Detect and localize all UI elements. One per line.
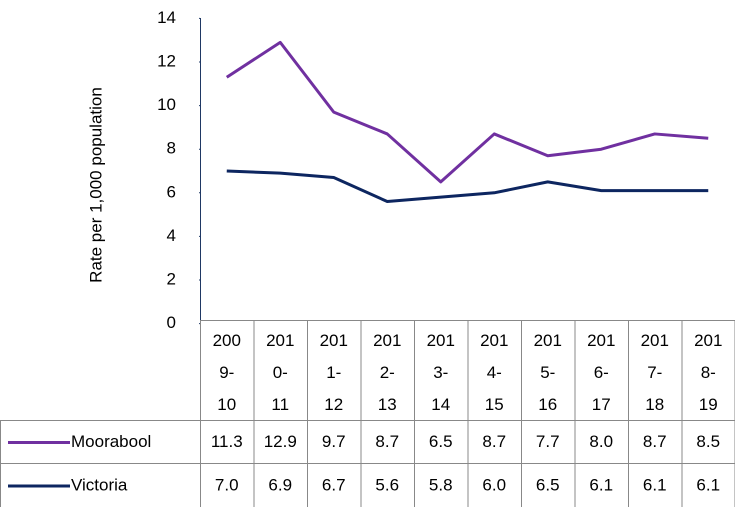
table-value: 6.1: [643, 475, 667, 494]
y-tick-label: 14: [157, 8, 176, 27]
x-tick-label: 200 9-10: [213, 331, 241, 414]
x-tick-label: 201 6-17: [587, 331, 615, 414]
table-value: 6.7: [322, 475, 346, 494]
table-value: 9.7: [322, 432, 346, 451]
y-tick-label: 8: [167, 139, 176, 158]
table-value: 5.8: [429, 475, 453, 494]
table-value: 8.7: [482, 432, 506, 451]
x-tick-label: 201 3-14: [427, 331, 455, 414]
x-tick-label: 201 7-18: [641, 331, 669, 414]
x-tick-label: 201 5-16: [534, 331, 562, 414]
table-value: 6.5: [536, 475, 560, 494]
table-value: 6.1: [589, 475, 613, 494]
x-tick-label: 201 4-15: [480, 331, 508, 414]
series-line: [225, 40, 709, 184]
table-value: 12.9: [264, 432, 297, 451]
y-tick-label: 6: [167, 182, 176, 201]
y-tick-label: 2: [167, 269, 176, 288]
y-tick-label: 0: [167, 313, 176, 332]
legend-label: Victoria: [71, 475, 128, 494]
series-line: [226, 169, 709, 204]
table-value: 6.0: [482, 475, 506, 494]
table-value: 6.5: [429, 432, 453, 451]
table-value: 8.5: [696, 432, 720, 451]
table-value: 8.7: [375, 432, 399, 451]
y-tick-label: 4: [167, 226, 176, 245]
table-value: 6.9: [268, 475, 292, 494]
x-tick-label: 201 1-12: [320, 331, 348, 414]
table-value: 8.0: [589, 432, 613, 451]
table-value: 7.0: [215, 475, 239, 494]
table-value: 6.1: [696, 475, 720, 494]
table-value: 7.7: [536, 432, 560, 451]
y-axis-title: Rate per 1,000 population: [86, 87, 105, 283]
y-tick-label: 12: [157, 51, 176, 70]
table-value: 11.3: [211, 432, 243, 451]
x-tick-label: 201 2-13: [373, 331, 401, 414]
x-tick-label: 201 0-11: [266, 331, 294, 414]
x-tick-label: 201 8-19: [694, 331, 722, 414]
table-value: 8.7: [643, 432, 667, 451]
table-value: 5.6: [375, 475, 399, 494]
y-tick-label: 10: [157, 95, 176, 114]
legend-label: Moorabool: [71, 432, 151, 451]
